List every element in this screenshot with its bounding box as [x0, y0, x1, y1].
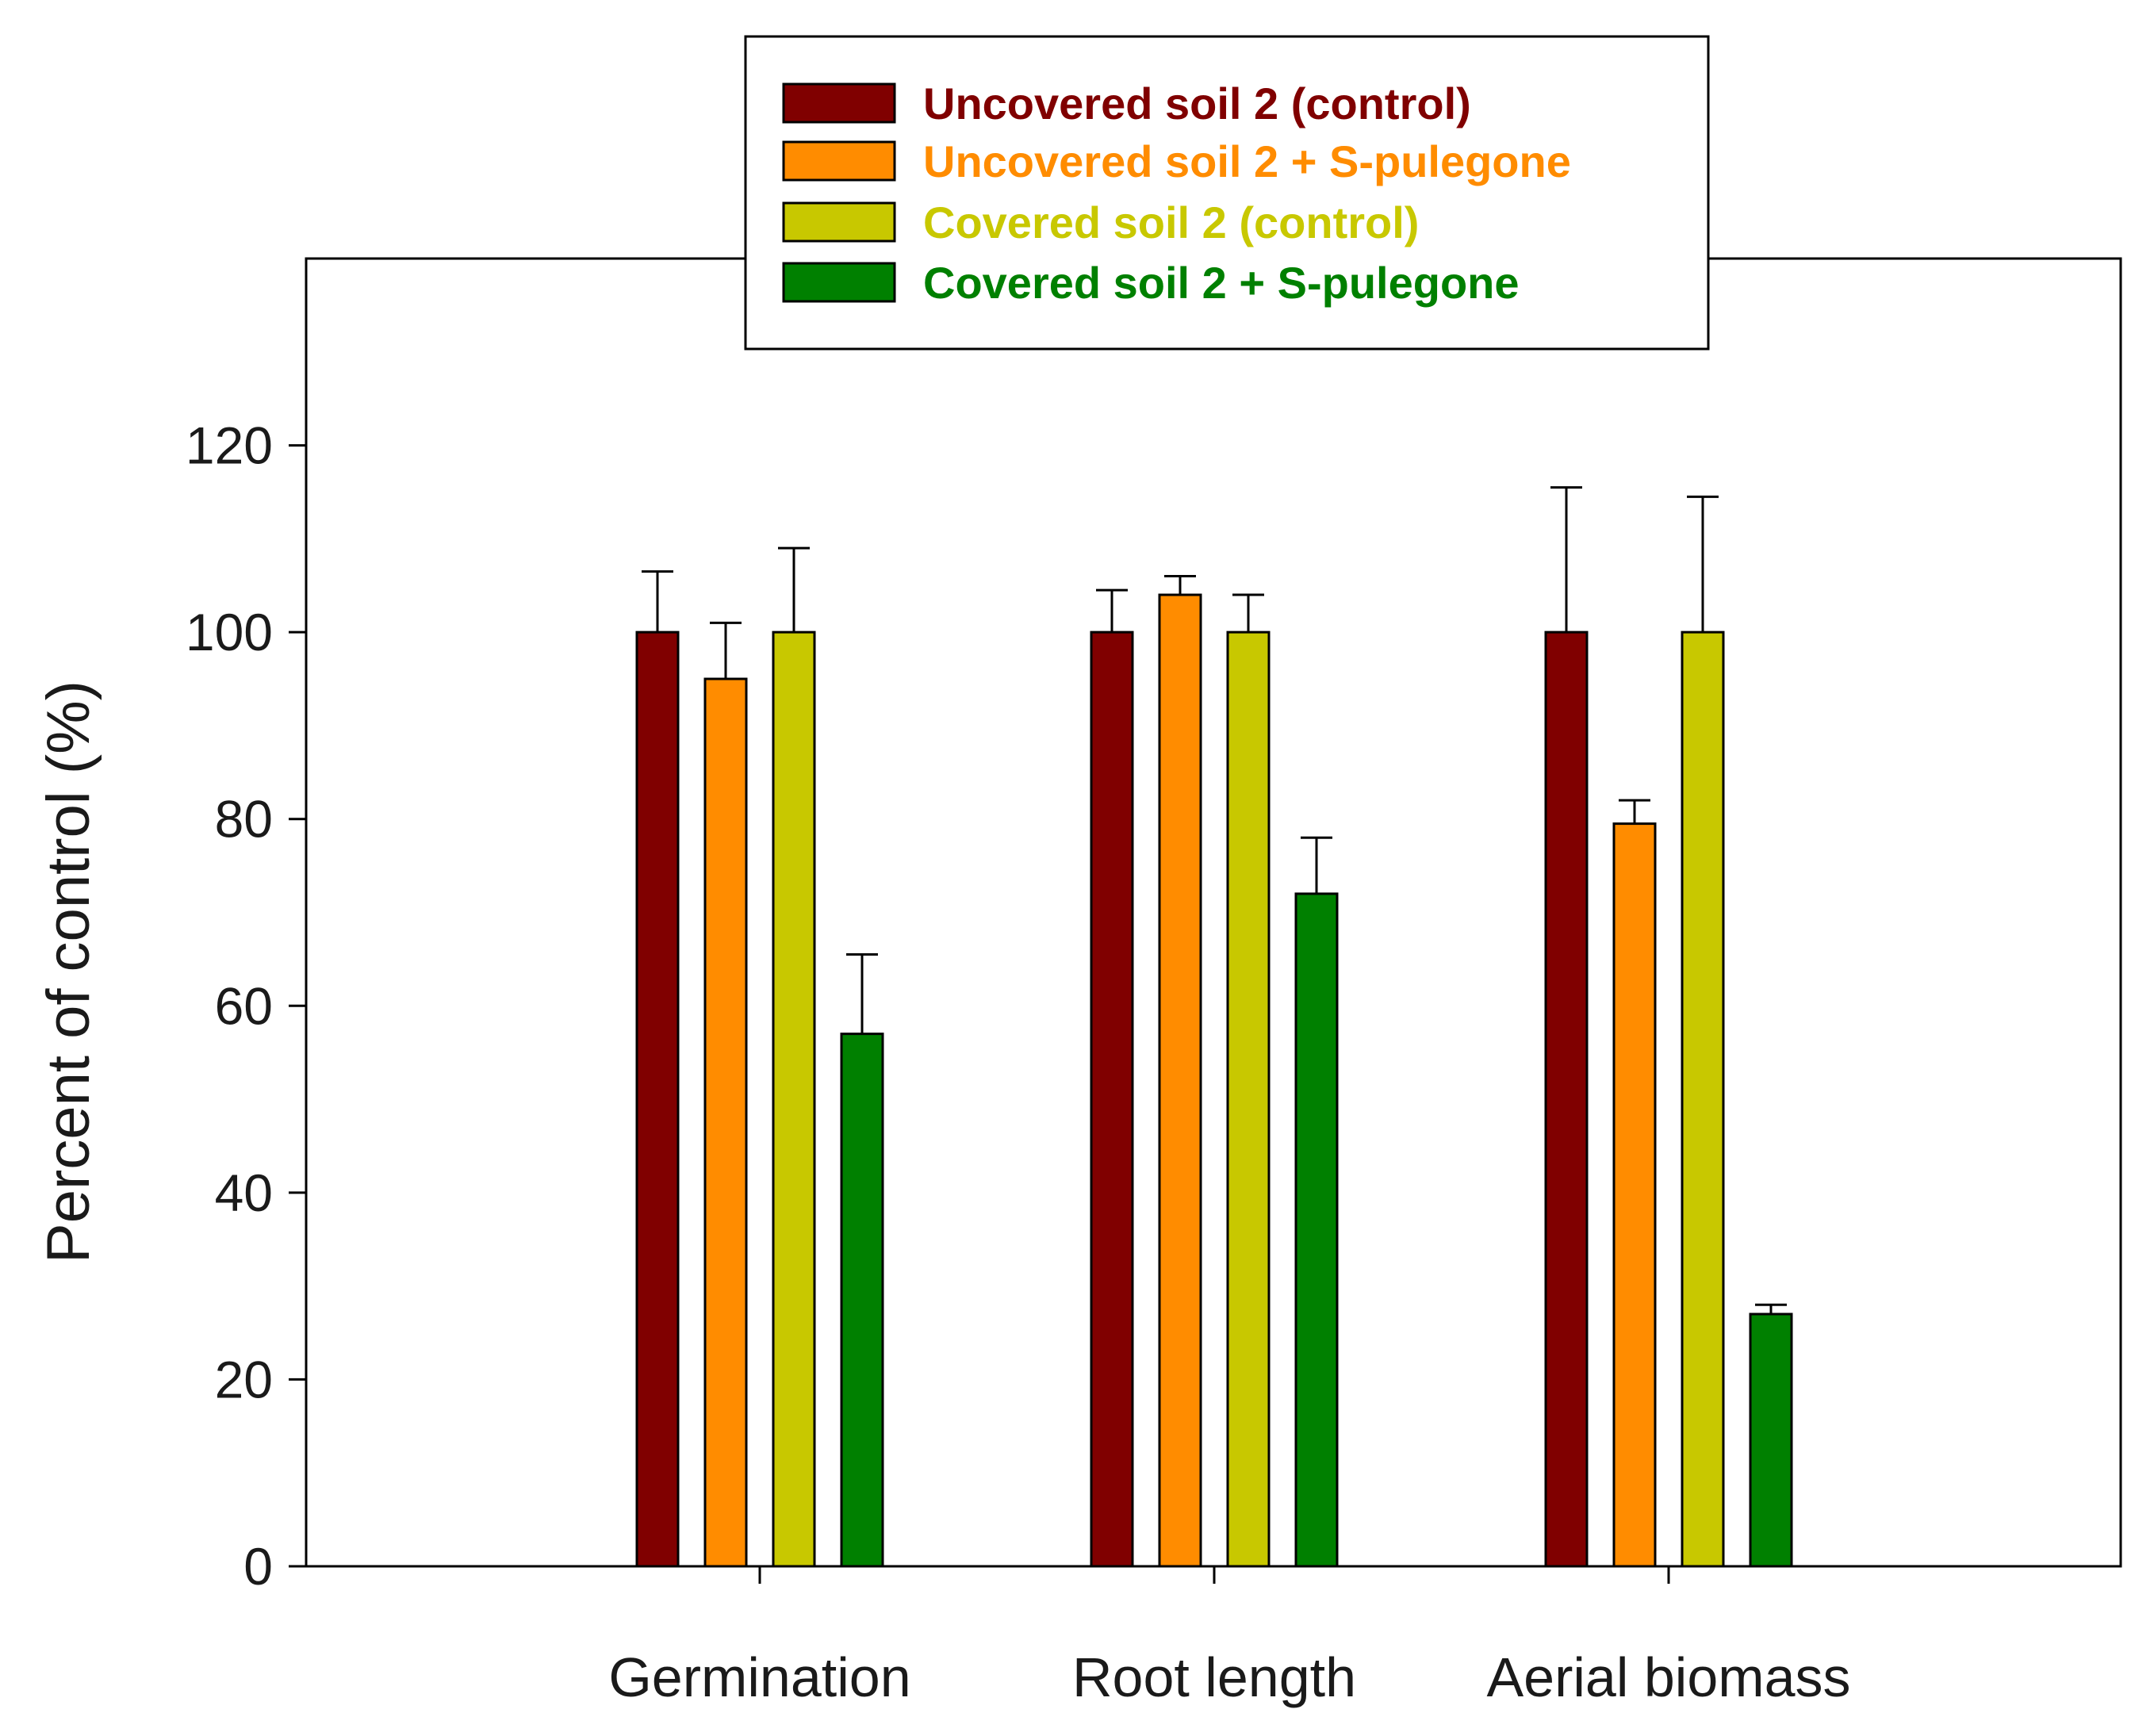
legend-swatch: [782, 82, 896, 124]
y-axis-title: Percent of control (%): [35, 680, 102, 1263]
y-tick-label: 60: [215, 976, 273, 1035]
bar: [1226, 630, 1271, 1568]
y-tick-label: 100: [186, 603, 273, 661]
y-tick-label: 0: [243, 1537, 273, 1596]
legend-label: Uncovered soil 2 + S-pulegone: [923, 136, 1571, 186]
bar: [772, 630, 816, 1568]
bar: [1294, 892, 1339, 1568]
plot-frame: [305, 257, 2122, 1568]
bar: [1158, 593, 1202, 1568]
legend-label: Covered soil 2 (control): [923, 197, 1419, 247]
category-label: Aerial biomass: [1486, 1646, 1850, 1708]
y-tick-label: 20: [215, 1350, 273, 1408]
legend-swatch: [782, 201, 896, 243]
legend-box: [744, 35, 1710, 351]
legend-label: Uncovered soil 2 (control): [923, 79, 1471, 128]
bar: [1090, 630, 1134, 1568]
legend-swatch: [782, 140, 896, 182]
legend-swatch: [782, 262, 896, 303]
y-tick-label: 40: [215, 1163, 273, 1222]
bar: [840, 1033, 884, 1568]
bar: [1612, 822, 1657, 1568]
bar: [703, 677, 748, 1568]
category-label: Germination: [608, 1646, 910, 1708]
category-label: Root length: [1072, 1646, 1356, 1708]
bar: [1681, 630, 1725, 1568]
legend-label: Covered soil 2 + S-pulegone: [923, 258, 1520, 308]
bar: [1544, 630, 1589, 1568]
y-tick-label: 120: [186, 416, 273, 475]
y-tick-label: 80: [215, 790, 273, 849]
bar: [1749, 1313, 1793, 1568]
bar: [635, 630, 680, 1568]
